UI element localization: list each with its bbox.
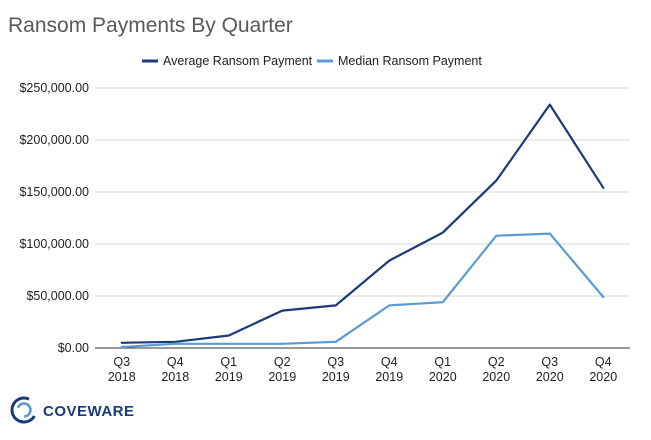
y-tick-label: $200,000.00 <box>19 133 89 147</box>
coveware-logo: COVEWARE <box>10 396 135 424</box>
series-group <box>120 103 605 349</box>
x-tick-label: Q1 2020 <box>429 355 457 384</box>
series-line-average <box>120 103 605 344</box>
coveware-logo-icon <box>10 396 38 424</box>
x-axis-ticks: Q3 2018 Q4 2018 Q1 2019 Q2 2019 Q3 2019 Q4 2019 Q1 20… <box>108 355 617 384</box>
x-tick-label: Q2 2020 <box>482 355 510 384</box>
y-axis-ticks: $0.00 $50,000.00 $100,000.00 $150,000.00 $20… <box>19 81 89 355</box>
x-tick-label: Q4 2018 <box>161 355 189 384</box>
y-tick-label: $250,000.00 <box>19 81 89 95</box>
x-tick-label: Q4 2019 <box>375 355 403 384</box>
x-tick-label: Q1 2019 <box>215 355 243 384</box>
gridlines <box>95 87 630 349</box>
legend: Average Ransom Payment Median Ransom Paym… <box>142 54 482 68</box>
series-line-median <box>120 232 605 349</box>
y-tick-label: $50,000.00 <box>26 289 89 303</box>
x-tick-label: Q2 2019 <box>268 355 296 384</box>
x-tick-label: Q4 2020 <box>589 355 617 384</box>
chart-title: Ransom Payments By Quarter <box>8 14 293 37</box>
legend-label: Average Ransom Payment <box>163 54 313 68</box>
x-tick-label: Q3 2020 <box>536 355 564 384</box>
y-tick-label: $100,000.00 <box>19 237 89 251</box>
x-tick-label: Q3 2019 <box>322 355 350 384</box>
x-tick-label: Q3 2018 <box>108 355 136 384</box>
legend-label: Median Ransom Payment <box>338 54 482 68</box>
y-tick-label: $150,000.00 <box>19 185 89 199</box>
logo-text: COVEWARE <box>43 403 135 420</box>
y-tick-label: $0.00 <box>58 341 89 355</box>
